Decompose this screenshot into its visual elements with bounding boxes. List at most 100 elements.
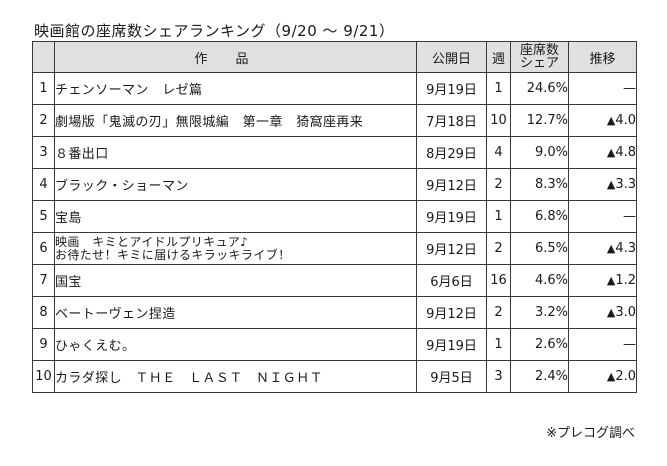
trend-cell: ▲3.3 <box>568 168 637 201</box>
header-share-line2: シェア <box>519 56 559 71</box>
trend-value: — <box>623 209 636 224</box>
table-row: 9 ひゃくえむ。 9月19日 1 2.6% — <box>32 328 637 361</box>
table-row: 5 宝島 9月19日 1 6.8% — <box>32 200 637 233</box>
source-footnote: ※プレコグ調べ <box>546 426 635 441</box>
trend-cell: ▲3.0 <box>568 296 637 329</box>
trend-arrow-icon: ▲ <box>606 242 616 255</box>
share-cell: 3.2% <box>510 296 569 329</box>
trend-value: 4.3 <box>615 241 636 256</box>
trend-cell: ▲1.2 <box>568 264 637 297</box>
rank-cell: 10 <box>32 360 55 393</box>
header-row: 作品 公開日 週 座席数 シェア 推移 <box>32 41 637 73</box>
header-share-line1: 座席数 <box>519 43 559 58</box>
trend-cell: ▲4.0 <box>568 104 637 137</box>
movie-title-cell: ベートーヴェン捏造 <box>54 296 417 329</box>
trend-arrow-icon: ▲ <box>606 274 616 287</box>
weeks-cell: 1 <box>486 200 511 233</box>
trend-arrow-icon: ▲ <box>606 146 616 159</box>
trend-value: — <box>623 337 636 352</box>
trend-arrow-icon: ▲ <box>606 306 616 319</box>
movie-title-cell: チェンソーマン レゼ篇 <box>54 72 417 105</box>
table-row: 2 劇場版「鬼滅の刃」無限城編 第一章 猗窩座再来 7月18日 10 12.7%… <box>32 104 637 137</box>
rank-cell: 5 <box>32 200 55 233</box>
table-row: 8 ベートーヴェン捏造 9月12日 2 3.2% ▲3.0 <box>32 296 637 329</box>
rank-cell: 6 <box>32 232 55 265</box>
rank-cell: 2 <box>32 104 55 137</box>
movie-title-cell: ８番出口 <box>54 136 417 169</box>
header-trend: 推移 <box>568 41 637 73</box>
release-date-cell: 9月12日 <box>416 232 487 265</box>
share-cell: 9.0% <box>510 136 569 169</box>
weeks-cell: 2 <box>486 296 511 329</box>
trend-cell: — <box>568 200 637 233</box>
trend-arrow-icon: ▲ <box>606 370 616 383</box>
trend-value: 2.0 <box>615 369 636 384</box>
table-row: 4 ブラック・ショーマン 9月12日 2 8.3% ▲3.3 <box>32 168 637 201</box>
ranking-table: 作品 公開日 週 座席数 シェア 推移 1 チェンソーマン レゼ篇 9月19日 1… <box>32 41 637 393</box>
weeks-cell: 4 <box>486 136 511 169</box>
trend-value: 3.0 <box>615 305 636 320</box>
table-row: 6 映画 キミとアイドルプリキュア♪ お待たせ！キミに届けるキラッキライブ！ 9月… <box>32 232 637 265</box>
ranking-title: 映画館の座席数シェアランキング（9/20 ～ 9/21） <box>34 22 395 40</box>
share-cell: 2.6% <box>510 328 569 361</box>
trend-arrow-icon: ▲ <box>606 178 616 191</box>
weeks-cell: 2 <box>486 232 511 265</box>
rank-cell: 3 <box>32 136 55 169</box>
movie-title-cell: ひゃくえむ。 <box>54 328 417 361</box>
movie-title-cell: ブラック・ショーマン <box>54 168 417 201</box>
trend-cell: ▲4.8 <box>568 136 637 169</box>
table-row: 1 チェンソーマン レゼ篇 9月19日 1 24.6% — <box>32 72 637 105</box>
rank-cell: 7 <box>32 264 55 297</box>
share-cell: 2.4% <box>510 360 569 393</box>
share-cell: 24.6% <box>510 72 569 105</box>
rank-cell: 1 <box>32 72 55 105</box>
share-cell: 6.5% <box>510 232 569 265</box>
trend-arrow-icon: ▲ <box>606 114 616 127</box>
movie-title-line2: お待たせ！キミに届けるキラッキライブ！ <box>55 247 291 262</box>
movie-title-cell: 宝島 <box>54 200 417 233</box>
movie-title-cell: 国宝 <box>54 264 417 297</box>
table-row: 3 ８番出口 8月29日 4 9.0% ▲4.8 <box>32 136 637 169</box>
trend-value: — <box>623 81 636 96</box>
weeks-cell: 1 <box>486 72 511 105</box>
rank-cell: 9 <box>32 328 55 361</box>
movie-title-line1: 映画 キミとアイドルプリキュア♪ <box>55 234 249 249</box>
trend-cell: ▲4.3 <box>568 232 637 265</box>
trend-value: 1.2 <box>615 273 636 288</box>
release-date-cell: 9月19日 <box>416 200 487 233</box>
movie-title-cell: カラダ探し ＴＨＥ ＬＡＳＴ ＮＩＧＨＴ <box>54 360 417 393</box>
trend-value: 3.3 <box>615 177 636 192</box>
weeks-cell: 10 <box>486 104 511 137</box>
release-date-cell: 9月12日 <box>416 168 487 201</box>
movie-title-cell: 劇場版「鬼滅の刃」無限城編 第一章 猗窩座再来 <box>54 104 417 137</box>
trend-cell: ▲2.0 <box>568 360 637 393</box>
trend-cell: — <box>568 328 637 361</box>
header-weeks: 週 <box>486 41 511 73</box>
weeks-cell: 16 <box>486 264 511 297</box>
share-cell: 12.7% <box>510 104 569 137</box>
release-date-cell: 8月29日 <box>416 136 487 169</box>
header-rank <box>32 41 55 73</box>
weeks-cell: 2 <box>486 168 511 201</box>
rank-cell: 4 <box>32 168 55 201</box>
release-date-cell: 9月12日 <box>416 296 487 329</box>
share-cell: 8.3% <box>510 168 569 201</box>
release-date-cell: 6月6日 <box>416 264 487 297</box>
trend-value: 4.0 <box>615 113 636 128</box>
share-cell: 6.8% <box>510 200 569 233</box>
rank-cell: 8 <box>32 296 55 329</box>
table-row: 7 国宝 6月6日 16 4.6% ▲1.2 <box>32 264 637 297</box>
weeks-cell: 1 <box>486 328 511 361</box>
trend-cell: — <box>568 72 637 105</box>
release-date-cell: 9月19日 <box>416 328 487 361</box>
table-row: 10 カラダ探し ＴＨＥ ＬＡＳＴ ＮＩＧＨＴ 9月5日 3 2.4% ▲2.0 <box>32 360 637 393</box>
header-release: 公開日 <box>416 41 487 73</box>
weeks-cell: 3 <box>486 360 511 393</box>
release-date-cell: 9月19日 <box>416 72 487 105</box>
header-share: 座席数 シェア <box>510 41 569 73</box>
movie-title-cell: 映画 キミとアイドルプリキュア♪ お待たせ！キミに届けるキラッキライブ！ <box>54 232 417 265</box>
share-cell: 4.6% <box>510 264 569 297</box>
trend-value: 4.8 <box>615 145 636 160</box>
release-date-cell: 7月18日 <box>416 104 487 137</box>
release-date-cell: 9月5日 <box>416 360 487 393</box>
